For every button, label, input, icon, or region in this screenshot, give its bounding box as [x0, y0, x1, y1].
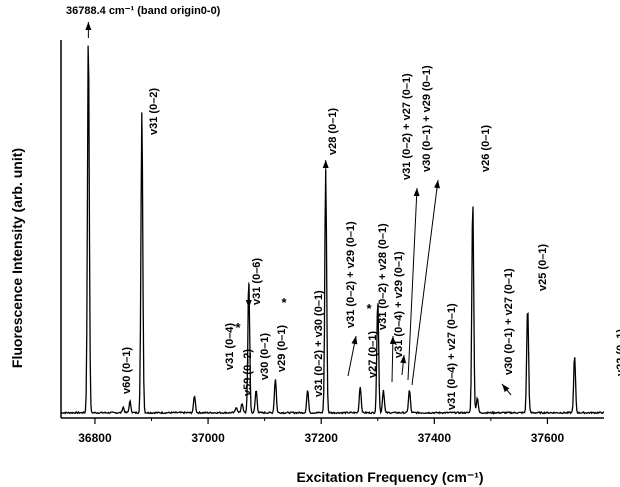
arrow-head: [413, 188, 420, 197]
star-marker: *: [235, 320, 241, 335]
band-label: v31 (0–4): [224, 323, 236, 370]
band-label: v26 (0–1): [480, 125, 492, 172]
arrow-head: [245, 300, 252, 308]
band-label: v60 (0–1): [121, 347, 133, 394]
spectrum-trace-group: [60, 45, 605, 415]
arrow-head: [434, 180, 440, 189]
band-label: v29 (0–1): [276, 325, 288, 372]
band-label: v25 (0–1): [537, 244, 549, 291]
band-label: v31 (0–2) + v29 (0–1): [345, 221, 357, 328]
x-tick-label: 36800: [78, 431, 112, 445]
band-label: v31 (0–4) + v29 (0–1): [393, 251, 405, 358]
arrow-head: [502, 384, 510, 393]
band-label: v31 (0–4) + v27 (0–1): [446, 303, 458, 410]
band-label: v30 (0–1): [259, 333, 271, 380]
band-label: v31 (0–2) + v30 (0–1): [313, 290, 325, 397]
arrow-head: [85, 22, 92, 30]
x-tick-label: 37600: [531, 431, 565, 445]
band-label: v22 (0–1): [615, 329, 620, 376]
arrow-head: [400, 355, 407, 364]
band-label: v30 (0–1) + v27 (0–1): [503, 268, 515, 375]
arrow-head: [389, 336, 396, 345]
band-label: v27 (0–1): [367, 331, 379, 378]
band-origin-label: 36788.4 cm⁻¹ (band origin0-0): [66, 5, 221, 17]
x-axis-label: Excitation Frequency (cm⁻¹): [296, 469, 483, 485]
star-marker: *: [281, 295, 287, 310]
leader-line: [407, 187, 418, 381]
star-marker: *: [366, 301, 372, 316]
x-tick-label: 37000: [191, 431, 225, 445]
band-labels: v60 (0–1) v31 (0–2) v31 (0–4) v59 (0–2) v31 …: [66, 5, 620, 410]
arrow-head: [351, 336, 358, 345]
band-label: v31 (0–6): [251, 258, 263, 305]
band-label: v59 (0–2): [242, 349, 254, 396]
leader-line: [411, 179, 439, 386]
band-label: v30 (0–1) + v29 (0–1): [421, 65, 433, 172]
band-label: v28 (0–1): [327, 108, 339, 155]
x-tick-label: 37200: [305, 431, 339, 445]
arrow-head: [322, 160, 329, 168]
band-label: v31 (0–2) + v27 (0–1): [401, 73, 413, 180]
x-tick-label: 37400: [418, 431, 452, 445]
band-label: v31 (0–2) + v28 (0–1): [377, 223, 389, 330]
axes: 36800 37000 37200 37400 37600: [60, 40, 604, 445]
band-label: v31 (0–2): [148, 88, 160, 135]
y-axis-label: Fluorescence Intensity (arb. unit): [9, 148, 25, 368]
spectrum-trace: [60, 45, 605, 415]
